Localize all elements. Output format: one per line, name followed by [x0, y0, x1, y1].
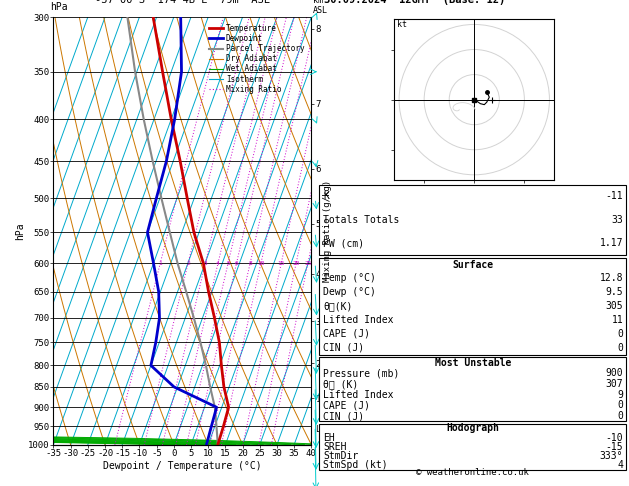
Text: 6: 6 — [235, 260, 238, 266]
Text: © weatheronline.co.uk: © weatheronline.co.uk — [416, 468, 529, 477]
Text: 3: 3 — [203, 260, 207, 266]
Text: Lifted Index: Lifted Index — [323, 315, 394, 325]
Text: θᴄ(K): θᴄ(K) — [323, 301, 353, 311]
Text: StmSpd (kt): StmSpd (kt) — [323, 460, 388, 470]
Text: StmDir: StmDir — [323, 451, 359, 461]
Text: CAPE (J): CAPE (J) — [323, 329, 370, 339]
Text: -15: -15 — [606, 442, 623, 452]
Text: 25: 25 — [304, 260, 311, 266]
Text: 333°: 333° — [600, 451, 623, 461]
Text: 12.8: 12.8 — [600, 274, 623, 283]
X-axis label: Dewpoint / Temperature (°C): Dewpoint / Temperature (°C) — [103, 461, 262, 470]
Text: Totals Totals: Totals Totals — [323, 215, 399, 225]
Legend: Temperature, Dewpoint, Parcel Trajectory, Dry Adiabat, Wet Adiabat, Isotherm, Mi: Temperature, Dewpoint, Parcel Trajectory… — [206, 21, 308, 97]
Text: EH: EH — [323, 433, 335, 443]
Text: kt: kt — [396, 20, 406, 29]
Text: 11: 11 — [611, 315, 623, 325]
Text: 900: 900 — [606, 368, 623, 378]
Text: -37°00'S  174°4B'E  79m  ASL: -37°00'S 174°4B'E 79m ASL — [95, 0, 270, 5]
Text: 9: 9 — [618, 390, 623, 399]
Text: 10: 10 — [257, 260, 265, 266]
Text: 0: 0 — [618, 329, 623, 339]
Text: CAPE (J): CAPE (J) — [323, 400, 370, 410]
Text: 20: 20 — [292, 260, 300, 266]
Text: 4: 4 — [618, 460, 623, 470]
Text: Lifted Index: Lifted Index — [323, 390, 394, 399]
Text: 4: 4 — [216, 260, 220, 266]
Text: Surface: Surface — [452, 260, 493, 270]
Text: 33: 33 — [611, 215, 623, 225]
Text: 305: 305 — [606, 301, 623, 311]
Text: LCL: LCL — [311, 425, 331, 434]
Text: CIN (J): CIN (J) — [323, 411, 364, 421]
Text: Temp (°C): Temp (°C) — [323, 274, 376, 283]
Text: Most Unstable: Most Unstable — [435, 358, 511, 367]
Text: -11: -11 — [606, 191, 623, 201]
Text: Hodograph: Hodograph — [446, 423, 499, 434]
Text: 1.17: 1.17 — [600, 239, 623, 248]
Text: 9.5: 9.5 — [606, 287, 623, 297]
Text: Pressure (mb): Pressure (mb) — [323, 368, 399, 378]
Text: Mixing Ratio (g/kg): Mixing Ratio (g/kg) — [323, 180, 331, 282]
Text: 8: 8 — [248, 260, 252, 266]
Text: km
ASL: km ASL — [313, 0, 328, 15]
Text: 0: 0 — [618, 343, 623, 353]
Text: 307: 307 — [606, 379, 623, 389]
Text: K: K — [323, 191, 329, 201]
Text: SREH: SREH — [323, 442, 347, 452]
Text: 30.09.2024  12GMT  (Base: 12): 30.09.2024 12GMT (Base: 12) — [324, 0, 505, 5]
Text: 2: 2 — [186, 260, 190, 266]
Text: 0: 0 — [618, 400, 623, 410]
Y-axis label: hPa: hPa — [15, 222, 25, 240]
Text: 5: 5 — [226, 260, 230, 266]
Text: Dewp (°C): Dewp (°C) — [323, 287, 376, 297]
Text: hPa: hPa — [50, 2, 68, 12]
Text: 1: 1 — [159, 260, 162, 266]
Text: -10: -10 — [606, 433, 623, 443]
Text: PW (cm): PW (cm) — [323, 239, 364, 248]
Text: θᴄ (K): θᴄ (K) — [323, 379, 359, 389]
Text: CIN (J): CIN (J) — [323, 343, 364, 353]
Text: 0: 0 — [618, 411, 623, 421]
Text: 15: 15 — [277, 260, 285, 266]
